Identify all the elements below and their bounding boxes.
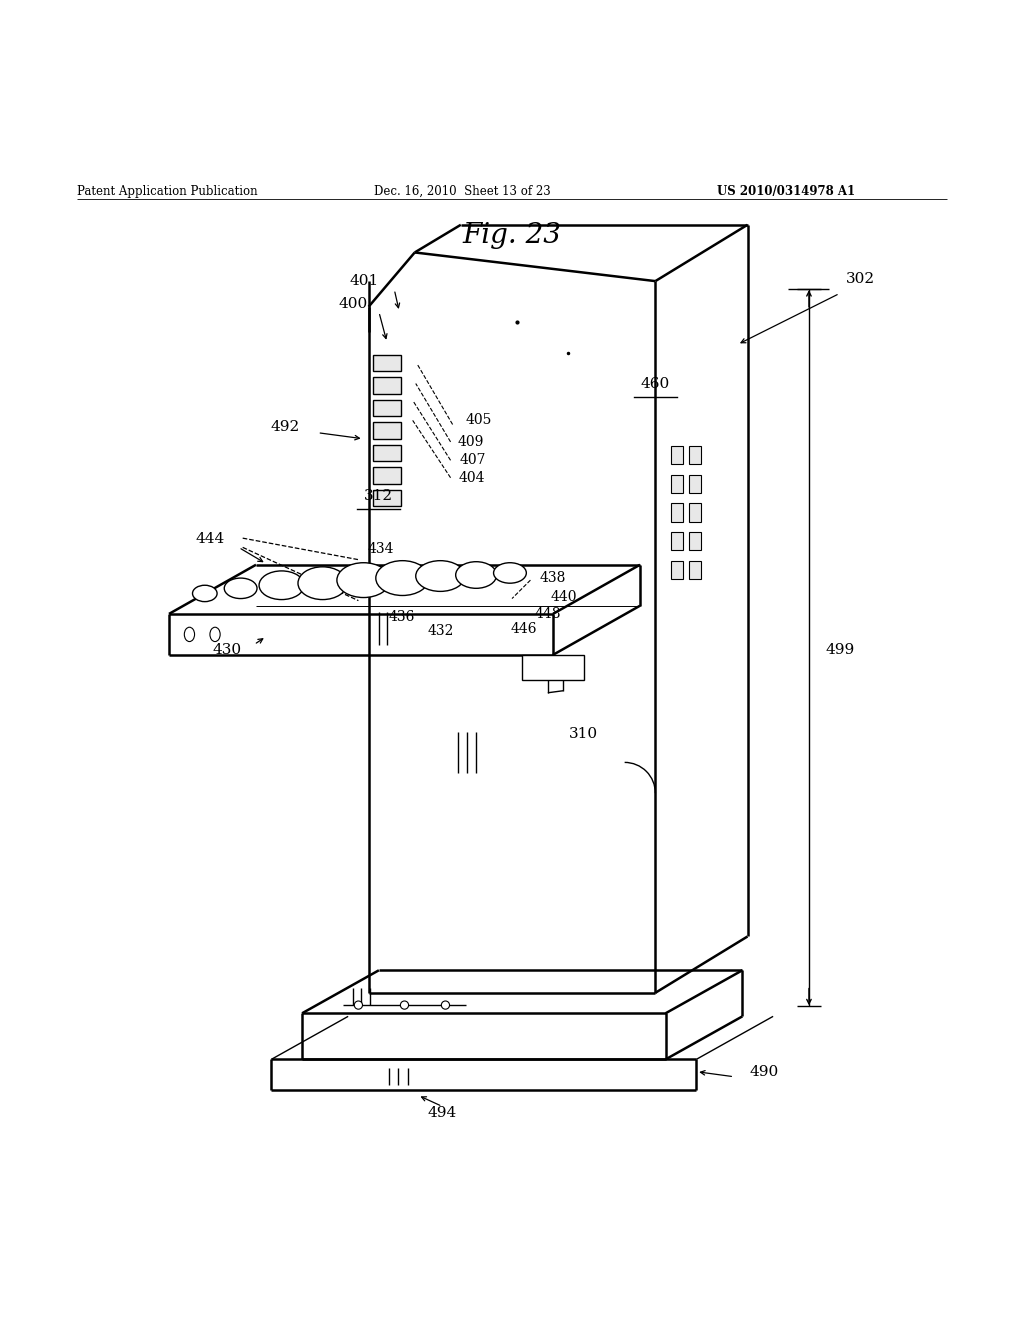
Ellipse shape — [210, 627, 220, 642]
Text: Dec. 16, 2010  Sheet 13 of 23: Dec. 16, 2010 Sheet 13 of 23 — [374, 185, 551, 198]
Ellipse shape — [193, 585, 217, 602]
Ellipse shape — [456, 562, 497, 589]
Ellipse shape — [337, 562, 390, 598]
FancyBboxPatch shape — [373, 445, 401, 462]
Text: 302: 302 — [846, 272, 874, 286]
Bar — [671, 475, 683, 494]
Text: 401: 401 — [350, 275, 379, 288]
Text: 444: 444 — [196, 532, 224, 546]
Bar — [522, 655, 584, 681]
Bar — [671, 503, 683, 521]
Ellipse shape — [416, 561, 465, 591]
Text: 490: 490 — [750, 1065, 778, 1078]
Text: 492: 492 — [270, 420, 299, 433]
Text: 460: 460 — [641, 376, 670, 391]
FancyBboxPatch shape — [373, 378, 401, 393]
Ellipse shape — [184, 627, 195, 642]
Text: 438: 438 — [540, 572, 566, 585]
Text: 409: 409 — [458, 434, 484, 449]
FancyBboxPatch shape — [373, 490, 401, 507]
Circle shape — [441, 1001, 450, 1010]
Text: 310: 310 — [569, 727, 598, 741]
Bar — [671, 532, 683, 550]
Text: 404: 404 — [459, 471, 485, 484]
Ellipse shape — [376, 561, 429, 595]
Bar — [689, 503, 701, 521]
Circle shape — [354, 1001, 362, 1010]
Ellipse shape — [224, 578, 257, 598]
Text: 312: 312 — [365, 490, 393, 503]
Ellipse shape — [298, 566, 347, 599]
Bar — [689, 532, 701, 550]
Bar — [689, 561, 701, 579]
Text: 446: 446 — [511, 622, 538, 636]
Ellipse shape — [494, 562, 526, 583]
FancyBboxPatch shape — [373, 422, 401, 438]
Text: 440: 440 — [551, 590, 578, 603]
FancyBboxPatch shape — [373, 355, 401, 371]
Text: 405: 405 — [466, 413, 493, 428]
Text: Fig. 23: Fig. 23 — [463, 222, 561, 248]
Text: 432: 432 — [427, 624, 454, 639]
Ellipse shape — [259, 572, 304, 599]
Bar — [689, 446, 701, 465]
FancyBboxPatch shape — [373, 467, 401, 484]
Text: 494: 494 — [428, 1106, 457, 1119]
Bar — [689, 475, 701, 494]
Text: 430: 430 — [213, 643, 242, 657]
Text: 400: 400 — [339, 297, 368, 310]
FancyBboxPatch shape — [373, 400, 401, 416]
Text: 407: 407 — [460, 453, 486, 467]
Bar — [671, 446, 683, 465]
Text: 448: 448 — [535, 607, 561, 620]
Text: 436: 436 — [388, 610, 415, 624]
Text: 499: 499 — [825, 643, 854, 657]
Circle shape — [400, 1001, 409, 1010]
Text: US 2010/0314978 A1: US 2010/0314978 A1 — [717, 185, 855, 198]
Text: 434: 434 — [368, 543, 394, 557]
Text: Patent Application Publication: Patent Application Publication — [77, 185, 257, 198]
Bar — [671, 561, 683, 579]
